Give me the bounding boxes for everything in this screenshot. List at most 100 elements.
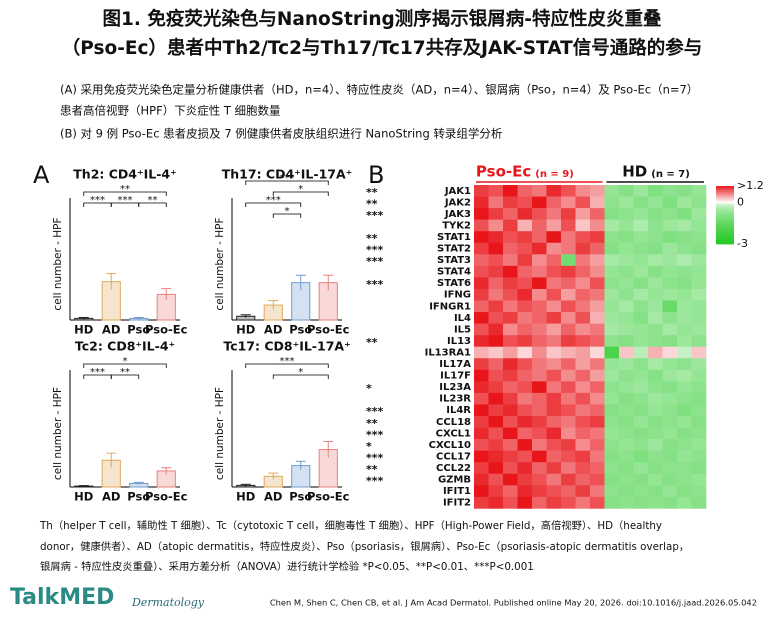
- heatmap-cell: [604, 496, 620, 509]
- row-label: STAT2: [437, 244, 471, 255]
- heatmap-cell: [619, 404, 634, 417]
- heatmap-cell: [474, 404, 489, 417]
- heatmap-cell: [575, 231, 591, 244]
- heatmap-cell: [488, 335, 504, 347]
- heatmap-cell: [488, 208, 504, 220]
- heatmap-cell: [546, 265, 562, 278]
- heatmap-cell: [503, 265, 518, 278]
- heatmap-cell: [546, 369, 562, 382]
- heatmap-cell: [517, 254, 533, 267]
- heatmap-cell: [488, 231, 504, 244]
- panel-label: B: [368, 161, 384, 189]
- row-label: STAT3: [437, 255, 471, 266]
- heatmap-cell: [604, 208, 620, 220]
- title: 图1. 免疫荧光染色与NanoString测序揭示银屑病-特应性皮炎重叠: [103, 8, 662, 30]
- heatmap-cell: [561, 335, 576, 347]
- heatmap-cell: [648, 439, 663, 451]
- row-label: CCL17: [436, 451, 471, 462]
- colorbar-step: [716, 205, 734, 208]
- heatmap-cell: [488, 462, 504, 475]
- heatmap-cell: [633, 288, 649, 301]
- heatmap-cell: [619, 381, 634, 394]
- heatmap-cell: [662, 392, 678, 405]
- heatmap-cell: [604, 358, 620, 371]
- heatmap-cell: [546, 219, 562, 232]
- heatmap-cell: [590, 196, 605, 209]
- heatmap-cell: [517, 312, 533, 324]
- significance-label: ***: [366, 278, 384, 291]
- significance-bracket: [272, 213, 302, 218]
- heatmap-cell: [648, 450, 663, 463]
- heatmap-cell: [677, 485, 692, 498]
- heatmap-cell: [604, 265, 620, 278]
- chart-title: Th2: CD4⁺IL-4⁺: [73, 167, 176, 182]
- heatmap-cell: [633, 300, 649, 313]
- heatmap-cell: [474, 208, 489, 220]
- heatmap-cell: [633, 473, 649, 486]
- heatmap-cell: [575, 312, 591, 324]
- heatmap-cell: [662, 265, 678, 278]
- heatmap-cell: [561, 208, 576, 220]
- heatmap-cell: [677, 288, 692, 301]
- significance-label: ***: [366, 255, 384, 268]
- heatmap-cell: [677, 404, 692, 417]
- y-axis-label: cell number - HPF: [52, 387, 64, 480]
- heatmap-cell: [633, 312, 649, 324]
- heatmap-cell: [648, 208, 663, 220]
- citation: Chen M, Shen C, Chen CB, et al. J Am Aca…: [270, 598, 757, 608]
- heatmap-cell: [474, 288, 489, 301]
- heatmap-cell: [474, 219, 489, 232]
- heatmap-cell: [503, 462, 518, 475]
- heatmap-cell: [532, 288, 547, 301]
- heatmap-cell: [604, 392, 620, 405]
- heatmap-cell: [546, 242, 562, 255]
- heatmap-cell: [633, 404, 649, 417]
- heatmap-cell: [503, 439, 518, 451]
- heatmap-cell: [677, 450, 692, 463]
- heatmap-cell: [488, 369, 504, 382]
- colorbar-step: [716, 242, 734, 245]
- colorbar-step: [716, 189, 734, 193]
- heatmap-cell: [575, 404, 591, 417]
- group-label: HD: [622, 163, 647, 181]
- heatmap-cell: [503, 288, 518, 301]
- heatmap-cell: [532, 369, 547, 382]
- heatmap-cell: [677, 185, 692, 197]
- colorbar-step: [716, 236, 734, 239]
- heatmap-cell: [677, 231, 692, 244]
- heatmap-cell: [474, 323, 489, 336]
- significance-label: **: [120, 367, 130, 378]
- heatmap-cell: [575, 485, 591, 498]
- heatmap-cell: [517, 369, 533, 382]
- heatmap-cell: [474, 369, 489, 382]
- heatmap-cell: [648, 335, 663, 347]
- significance-label: ***: [366, 428, 384, 441]
- heatmap-cell: [561, 392, 576, 405]
- heatmap-cell: [575, 416, 591, 428]
- heatmap-cell: [575, 473, 591, 486]
- heatmap-cell: [633, 323, 649, 336]
- heatmap-cell: [474, 358, 489, 371]
- y-axis-label: cell number - HPF: [214, 387, 226, 480]
- heatmap-cell: [662, 381, 678, 394]
- heatmap-cell: [590, 404, 605, 417]
- heatmap-cell: [488, 450, 504, 463]
- heatmap-cell: [648, 265, 663, 278]
- heatmap-cell: [474, 312, 489, 324]
- heatmap-cell: [488, 439, 504, 451]
- heatmap-cell: [561, 277, 576, 290]
- heatmap-cell: [619, 496, 634, 509]
- footnote: Th（helper T cell，辅助性 T 细胞）、Tc（cytotoxic …: [39, 519, 662, 532]
- heatmap-cell: [517, 335, 533, 347]
- row-label: CCL22: [436, 463, 471, 474]
- heatmap-cell: [590, 416, 605, 428]
- heatmap-cell: [604, 335, 620, 347]
- heatmap-cell: [488, 312, 504, 324]
- significance-label: ***: [366, 209, 384, 222]
- heatmap-cell: [488, 346, 504, 359]
- heatmap-cell: [604, 300, 620, 313]
- heatmap-cell: [633, 185, 649, 197]
- heatmap-cell: [691, 473, 707, 486]
- heatmap-cell: [619, 231, 634, 244]
- heatmap-cell: [532, 346, 547, 359]
